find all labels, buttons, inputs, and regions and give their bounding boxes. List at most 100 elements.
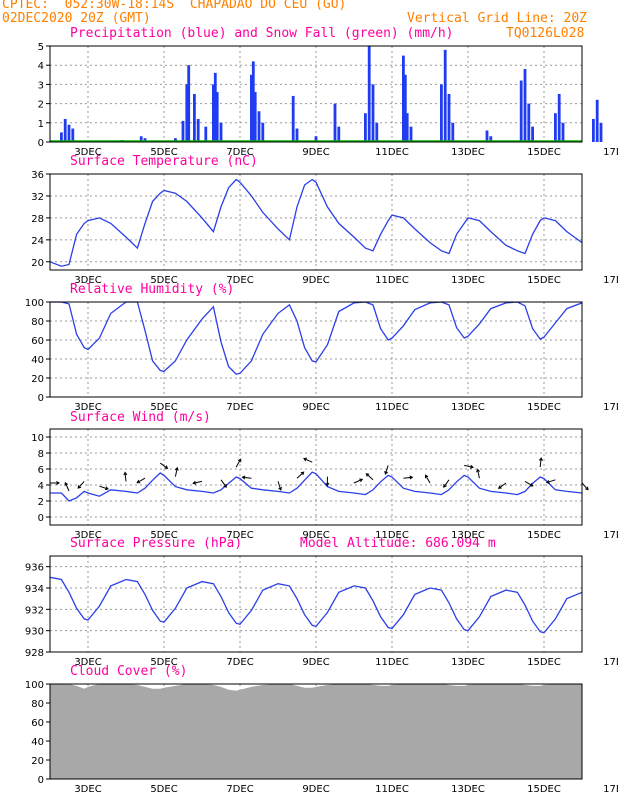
wind-arrow bbox=[303, 458, 313, 463]
precip-bar bbox=[443, 49, 447, 143]
precip-xtick-label: 17DEC bbox=[603, 147, 618, 158]
precip-xtick-label: 15DEC bbox=[527, 147, 561, 158]
precip-ytick-label: 4 bbox=[38, 61, 44, 72]
precip-bar bbox=[409, 126, 413, 142]
precip-bar bbox=[143, 138, 147, 142]
precip-xtick-label: 11DEC bbox=[375, 147, 409, 158]
run-date: 02DEC2020 20Z (GMT) bbox=[2, 11, 151, 26]
precip-bar bbox=[185, 84, 189, 142]
wind-arrow-head bbox=[529, 483, 534, 487]
precip-bar bbox=[181, 120, 185, 142]
precip-bar bbox=[60, 132, 63, 142]
wind-arrow bbox=[477, 469, 480, 479]
precip-xtick-label: 7DEC bbox=[226, 147, 253, 158]
precip-bar bbox=[402, 55, 405, 142]
wind-arrow-head bbox=[278, 486, 282, 491]
precip-bar bbox=[261, 122, 265, 142]
temp-title: Surface Temperature (nC) bbox=[70, 154, 258, 169]
wind-arrow bbox=[174, 467, 178, 477]
wind-arrow-head bbox=[136, 479, 141, 484]
wind-arrow bbox=[136, 477, 146, 484]
wind-arrow bbox=[99, 485, 109, 490]
temp-xtick-label: 7DEC bbox=[226, 275, 253, 286]
cloud-xtick-label: 7DEC bbox=[226, 784, 253, 795]
rh-xtick-label: 15DEC bbox=[527, 402, 561, 413]
precip-bar bbox=[592, 118, 595, 142]
precip-bar bbox=[253, 92, 257, 142]
pressure-ytick-label: 934 bbox=[25, 584, 44, 595]
precip-xtick-label: 5DEC bbox=[150, 147, 177, 158]
precip-bar bbox=[139, 136, 143, 142]
pressure-xtick-label: 15DEC bbox=[527, 657, 561, 668]
wind-xtick-label: 5DEC bbox=[150, 530, 177, 541]
precip-bar bbox=[405, 113, 409, 142]
wind-xtick-label: 17DEC bbox=[603, 530, 618, 541]
temp-ytick-label: 28 bbox=[31, 214, 44, 225]
cloud-ytick-label: 80 bbox=[31, 699, 44, 710]
pressure-series-line bbox=[49, 576, 583, 634]
cloud-ytick-label: 60 bbox=[31, 718, 44, 729]
rh-xtick-label: 11DEC bbox=[375, 402, 409, 413]
precip-bar bbox=[523, 69, 527, 142]
rh-xtick-label: 13DEC bbox=[451, 402, 485, 413]
temp-xtick-label: 5DEC bbox=[150, 275, 177, 286]
wind-arrow-head bbox=[300, 471, 305, 476]
wind-arrow-head bbox=[497, 485, 502, 489]
rh-title: Relative Humidity (%) bbox=[70, 282, 235, 297]
cloud-xtick-label: 5DEC bbox=[150, 784, 177, 795]
vertical-grid-line-note: Vertical Grid Line: 20Z bbox=[407, 11, 588, 26]
precip-bar bbox=[527, 103, 531, 142]
precip-bar bbox=[451, 122, 455, 142]
wind-arrow-head bbox=[192, 480, 197, 485]
precip-bar bbox=[485, 130, 489, 142]
precip-ytick-label: 1 bbox=[38, 119, 44, 130]
precip-bar bbox=[204, 126, 208, 142]
precip-bar bbox=[295, 128, 299, 142]
wind-arrow-head bbox=[64, 481, 69, 486]
rh-xtick-label: 7DEC bbox=[226, 402, 253, 413]
cloud-xtick-label: 17DEC bbox=[603, 784, 618, 795]
wind-arrow-head bbox=[123, 471, 128, 476]
precip-bar bbox=[557, 94, 561, 142]
pressure-xtick-label: 9DEC bbox=[302, 657, 329, 668]
wind-ytick-label: 2 bbox=[38, 497, 44, 508]
precip-ytick-label: 3 bbox=[38, 80, 44, 91]
wind-xtick-label: 9DEC bbox=[302, 530, 329, 541]
precip-bar bbox=[193, 94, 196, 142]
wind-arrow-head bbox=[443, 484, 447, 488]
wind-arrow-head bbox=[223, 484, 227, 488]
wind-arrow-head bbox=[424, 474, 429, 479]
model-id: TQ0126L028 bbox=[506, 26, 585, 41]
pressure-ytick-label: 928 bbox=[25, 648, 44, 659]
rh-ytick-label: 60 bbox=[31, 336, 44, 347]
temp-xtick-label: 13DEC bbox=[451, 275, 485, 286]
precip-bar bbox=[447, 94, 451, 142]
wind-arrow bbox=[365, 473, 374, 481]
precip-bar bbox=[561, 122, 565, 142]
wind-arrow bbox=[77, 481, 85, 489]
wind-arrow bbox=[235, 458, 242, 468]
precip-bar bbox=[212, 84, 215, 142]
precip-ytick-label: 0 bbox=[38, 138, 44, 149]
wind-arrow-head bbox=[174, 466, 179, 471]
precip-bar bbox=[364, 113, 367, 142]
precip-bar bbox=[187, 65, 191, 142]
precip-bar bbox=[531, 126, 534, 142]
temp-xtick-label: 15DEC bbox=[527, 275, 561, 286]
temp-xtick-label: 11DEC bbox=[375, 275, 409, 286]
station-header: CPTEC: 052:30W-18:14S CHAPADAO DO CEU (G… bbox=[2, 0, 347, 12]
precip-bar bbox=[595, 99, 599, 142]
cloud-title: Cloud Cover (%) bbox=[70, 664, 188, 679]
rh-xtick-label: 9DEC bbox=[302, 402, 329, 413]
temp-ytick-label: 24 bbox=[31, 236, 44, 247]
cloud-axes-box bbox=[49, 683, 583, 780]
cloud-ytick-label: 40 bbox=[31, 737, 44, 748]
wind-arrow bbox=[498, 482, 507, 489]
pressure-ytick-label: 936 bbox=[25, 563, 44, 574]
wind-arrow bbox=[193, 480, 203, 484]
wind-arrow bbox=[384, 465, 389, 475]
wind-ytick-label: 4 bbox=[38, 481, 44, 492]
wind-ytick-label: 10 bbox=[31, 433, 44, 444]
precip-bar bbox=[71, 128, 75, 142]
